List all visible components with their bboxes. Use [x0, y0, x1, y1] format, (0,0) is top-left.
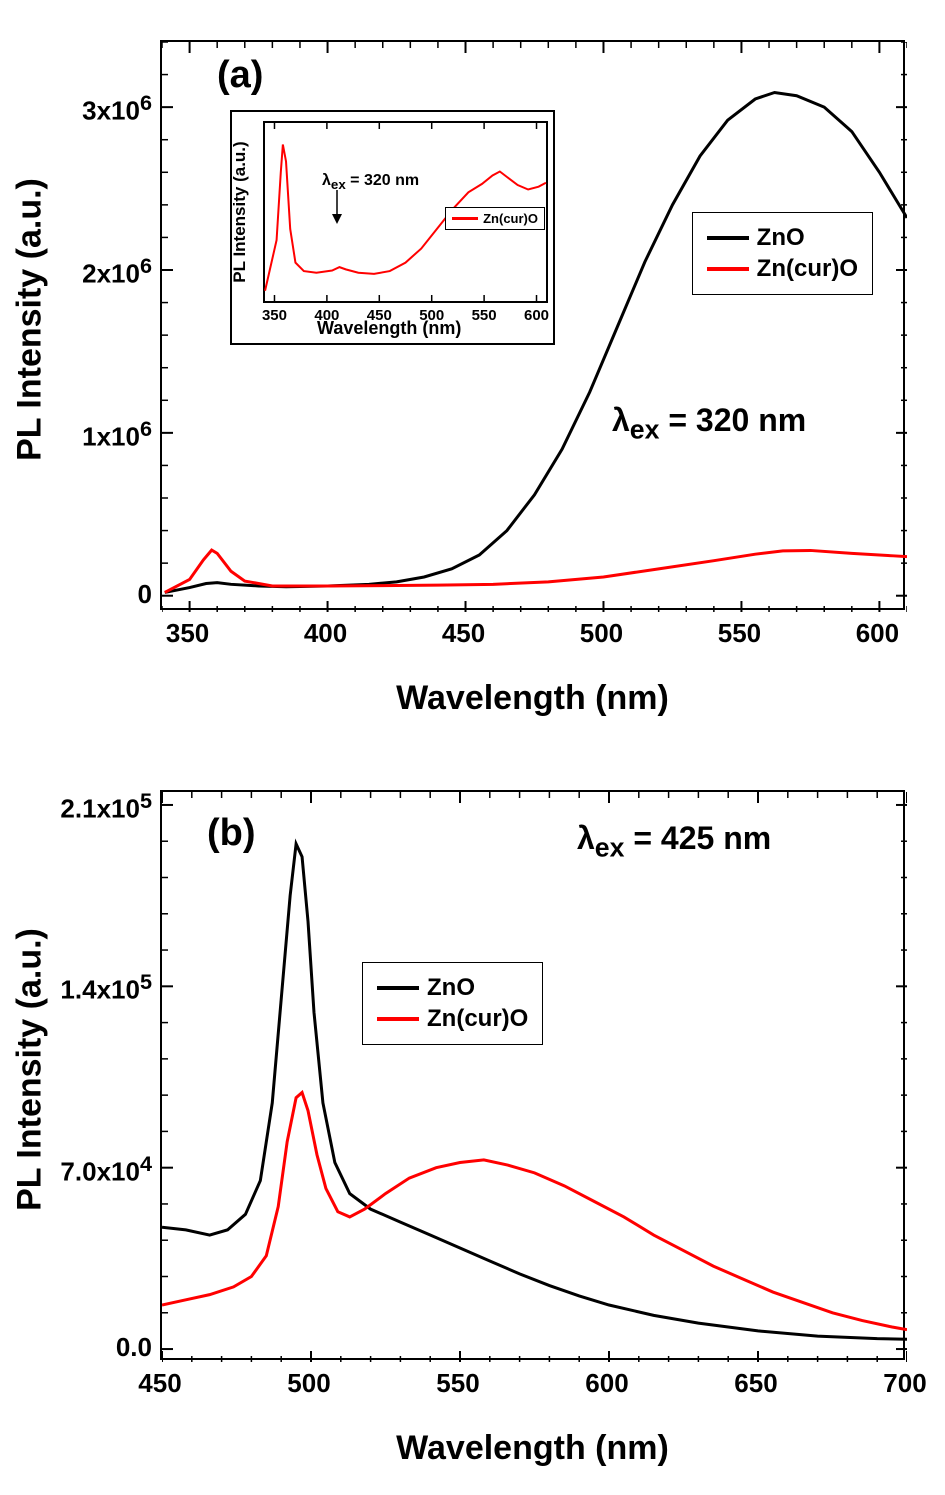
- legend-line-zno: [707, 236, 749, 240]
- chart-b-svg: [162, 792, 907, 1362]
- svg-text:350: 350: [262, 307, 287, 324]
- inset-legend-line: [452, 217, 478, 220]
- chart-a-x-label: Wavelength (nm): [160, 679, 905, 718]
- inset-arrow: [327, 190, 347, 225]
- legend-line-zncuro: [707, 267, 749, 271]
- chart-b-legend: ZnO Zn(cur)O: [362, 962, 543, 1045]
- svg-text:550: 550: [472, 307, 497, 324]
- legend-b-line-zncuro: [377, 1017, 419, 1021]
- legend-item-zno: ZnO: [707, 224, 858, 252]
- inset-x-label: Wavelength (nm): [317, 318, 461, 339]
- legend-b-item-zno: ZnO: [377, 974, 528, 1002]
- legend-b-line-zno: [377, 986, 419, 990]
- chart-b: PL Intensity (a.u.) (b) λex = 425 nm ZnO…: [15, 770, 925, 1480]
- chart-a-plot-area: (a) λex = 320 nm ZnO Zn(cur)O PL Intensi…: [160, 40, 905, 610]
- chart-a-inset: PL Intensity (a.u.) 350400450500550600 λ…: [230, 110, 555, 345]
- chart-b-plot-area: (b) λex = 425 nm ZnO Zn(cur)O: [160, 790, 905, 1360]
- inset-legend: Zn(cur)O: [445, 207, 545, 230]
- chart-a-legend: ZnO Zn(cur)O: [692, 212, 873, 295]
- chart-a-lambda: λex = 320 nm: [612, 402, 806, 445]
- chart-b-x-label: Wavelength (nm): [160, 1429, 905, 1468]
- legend-b-item-zncuro: Zn(cur)O: [377, 1005, 528, 1033]
- chart-b-panel-label: (b): [207, 812, 256, 855]
- chart-b-lambda: λex = 425 nm: [577, 820, 771, 863]
- chart-a-panel-label: (a): [217, 54, 263, 97]
- chart-a: PL Intensity (a.u.) (a) λex = 320 nm ZnO…: [15, 20, 925, 730]
- svg-text:600: 600: [524, 307, 549, 324]
- inset-y-label: PL Intensity (a.u.): [230, 122, 250, 302]
- legend-item-zncuro: Zn(cur)O: [707, 255, 858, 283]
